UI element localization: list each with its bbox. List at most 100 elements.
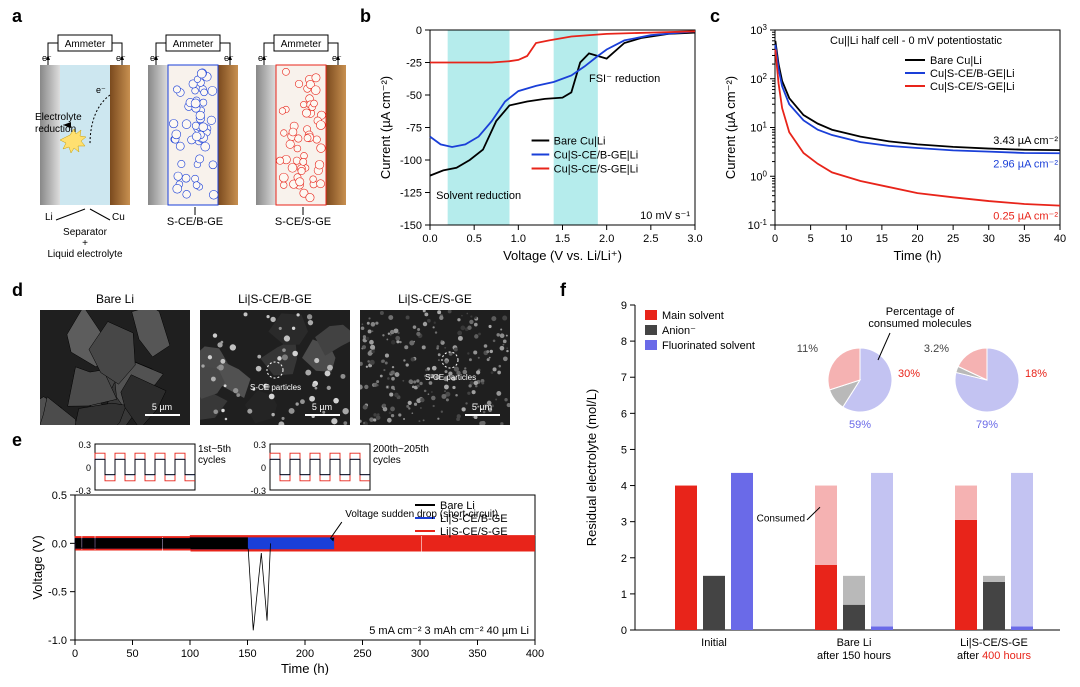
svg-text:30%: 30% [898,368,920,380]
svg-text:Electrolyte: Electrolyte [35,112,82,123]
svg-text:40: 40 [1054,233,1066,245]
svg-text:2.96 µA cm⁻²: 2.96 µA cm⁻² [993,158,1058,170]
svg-text:Voltage (V vs. Li/Li⁺): Voltage (V vs. Li/Li⁺) [503,248,622,263]
svg-text:-100: -100 [400,155,422,167]
svg-text:35: 35 [1018,233,1030,245]
panel-a-schematic: Ammetere⁻e⁻e⁻Ammetere⁻e⁻Ammetere⁻e⁻LiCuS… [30,25,350,275]
svg-text:e⁻: e⁻ [96,85,106,95]
svg-text:300: 300 [411,648,429,660]
svg-text:Cu||Li half cell - 0 mV potent: Cu||Li half cell - 0 mV potentiostatic [830,35,1003,47]
svg-text:5 µm: 5 µm [472,402,492,412]
svg-text:Cu|S-CE/S-GE|Li: Cu|S-CE/S-GE|Li [930,81,1015,93]
panel-e-chart: 050100150200250300350400-1.0-0.50.00.5Ti… [30,440,545,675]
svg-text:+: + [82,238,88,249]
sem-bge: S-CE particles5 µm [200,310,350,425]
svg-text:S-CE particles: S-CE particles [250,383,301,392]
svg-text:0: 0 [416,25,422,37]
svg-text:5 µm: 5 µm [152,402,172,412]
svg-text:-150: -150 [400,220,422,232]
panel-c-chart: 051015202530354010-1100101102103Time (h)… [720,20,1070,265]
svg-text:Cu|S-CE/S-GE|Li: Cu|S-CE/S-GE|Li [554,164,639,176]
svg-text:79%: 79% [976,419,998,431]
svg-text:-25: -25 [406,58,422,70]
svg-text:101: 101 [750,120,767,135]
svg-text:S-CE/S-GE: S-CE/S-GE [275,216,331,228]
svg-text:10: 10 [840,233,852,245]
panel-c-label: c [710,6,720,27]
svg-text:Residual electrolyte (mol/L): Residual electrolyte (mol/L) [584,389,599,547]
svg-text:Fluorinated solvent: Fluorinated solvent [662,340,755,352]
svg-text:9: 9 [621,300,627,312]
svg-text:0: 0 [86,463,91,473]
svg-text:25: 25 [947,233,959,245]
svg-text:S-CE particles: S-CE particles [425,373,476,382]
svg-text:0.0: 0.0 [52,538,67,550]
svg-text:1st~5th: 1st~5th [198,444,231,455]
sem-bare-svg: 5 µm [40,310,190,425]
svg-text:Main solvent: Main solvent [662,310,724,322]
svg-text:Ammeter: Ammeter [65,39,106,50]
svg-text:after 150 hours: after 150 hours [817,650,891,662]
svg-text:Voltage sudden drop (short-cir: Voltage sudden drop (short-circuit) [345,509,498,520]
svg-text:103: 103 [750,23,767,38]
svg-text:S-CE/B-GE: S-CE/B-GE [167,216,223,228]
svg-text:50: 50 [126,648,138,660]
svg-text:Current (µA cm⁻²): Current (µA cm⁻²) [378,76,393,179]
sem-bge-svg: S-CE particles5 µm [200,310,350,425]
svg-text:0.3: 0.3 [253,440,266,450]
svg-text:2: 2 [621,553,627,565]
panel-b-chart: 0.00.51.01.52.02.53.00-25-50-75-100-125-… [375,20,705,265]
sem-sge-label: Li|S-CE/S-GE [360,292,510,306]
svg-text:-125: -125 [400,188,422,200]
svg-text:-0.5: -0.5 [48,587,67,599]
svg-text:Solvent reduction: Solvent reduction [436,190,521,202]
svg-text:Ammeter: Ammeter [281,39,322,50]
svg-text:-0.3: -0.3 [75,486,91,496]
svg-text:Li: Li [45,212,53,223]
svg-text:150: 150 [238,648,256,660]
svg-text:3.2%: 3.2% [924,343,949,355]
svg-text:0: 0 [261,463,266,473]
svg-text:-75: -75 [406,123,422,135]
svg-text:10-1: 10-1 [748,218,768,233]
svg-text:5 mA cm⁻² 3 mAh cm⁻² 40 µm Li: 5 mA cm⁻² 3 mAh cm⁻² 40 µm Li [369,625,529,637]
svg-text:Liquid electrolyte: Liquid electrolyte [47,249,122,260]
svg-text:1: 1 [621,589,627,601]
sem-bare: 5 µm [40,310,190,425]
svg-text:Time (h): Time (h) [894,248,942,263]
svg-text:100: 100 [750,169,767,184]
svg-text:20: 20 [911,233,923,245]
svg-text:-1.0: -1.0 [48,635,67,647]
svg-text:Cu|S-CE/B-GE|Li: Cu|S-CE/B-GE|Li [930,68,1015,80]
svg-text:7: 7 [621,372,627,384]
svg-text:2.0: 2.0 [599,233,614,245]
svg-text:102: 102 [750,71,767,86]
panel-f-label: f [560,280,566,301]
svg-text:3: 3 [621,517,627,529]
svg-text:250: 250 [353,648,371,660]
svg-text:200th~205th: 200th~205th [373,444,429,455]
svg-text:0: 0 [72,648,78,660]
panel-f-chart: 0123456789Residual electrolyte (mol/L)Ma… [580,290,1070,675]
svg-text:18%: 18% [1025,368,1047,380]
svg-text:8: 8 [621,336,627,348]
svg-text:0.5: 0.5 [467,233,482,245]
svg-text:4: 4 [621,481,627,493]
panel-a-label: a [12,6,22,27]
svg-text:Voltage (V): Voltage (V) [30,535,45,599]
svg-text:100: 100 [181,648,199,660]
panel-d-label: d [12,280,23,301]
svg-text:3.43 µA cm⁻²: 3.43 µA cm⁻² [993,135,1058,147]
sem-bge-label: Li|S-CE/B-GE [200,292,350,306]
panel-e-label: e [12,430,22,451]
svg-text:200: 200 [296,648,314,660]
svg-text:consumed molecules: consumed molecules [868,318,972,330]
svg-text:11%: 11% [797,343,818,355]
svg-text:2.5: 2.5 [643,233,658,245]
svg-text:5: 5 [621,444,627,456]
svg-text:Anion⁻: Anion⁻ [662,325,696,337]
svg-text:Separator: Separator [63,227,108,238]
panel-b-label: b [360,6,371,27]
svg-text:400: 400 [526,648,544,660]
svg-text:350: 350 [468,648,486,660]
